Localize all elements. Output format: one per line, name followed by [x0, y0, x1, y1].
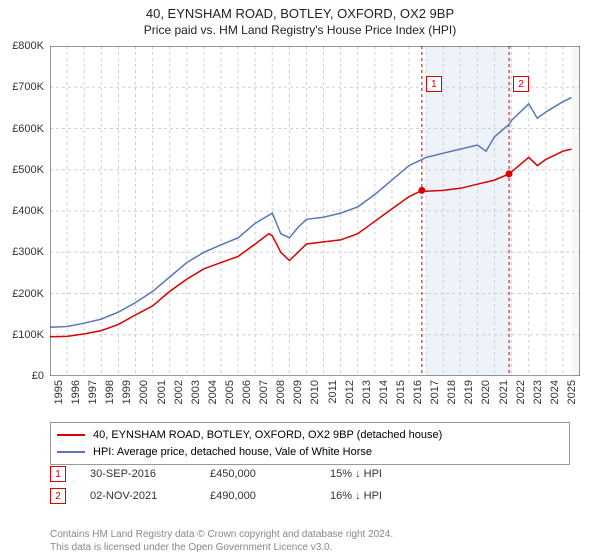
x-tick-label: 2011	[327, 380, 339, 420]
chart-marker-label: 1	[426, 76, 442, 92]
x-tick-label: 2009	[292, 380, 304, 420]
sale-marker-box: 1	[50, 466, 66, 482]
legend-row: 40, EYNSHAM ROAD, BOTLEY, OXFORD, OX2 9B…	[57, 427, 563, 444]
chart-marker-label: 2	[513, 76, 529, 92]
legend-swatch	[57, 451, 85, 453]
x-tick-label: 2012	[344, 380, 356, 420]
x-tick-label: 2004	[207, 380, 219, 420]
sale-price: £490,000	[210, 490, 330, 502]
legend-label: HPI: Average price, detached house, Vale…	[93, 444, 372, 461]
x-tick-label: 2010	[309, 380, 321, 420]
x-tick-label: 2002	[173, 380, 185, 420]
legend-swatch	[57, 434, 85, 436]
x-tick-label: 2001	[156, 380, 168, 420]
x-tick-label: 2007	[258, 380, 270, 420]
x-tick-label: 2006	[241, 380, 253, 420]
x-tick-label: 2025	[566, 380, 578, 420]
y-tick-label: £100K	[0, 329, 44, 341]
chart-container: 40, EYNSHAM ROAD, BOTLEY, OXFORD, OX2 9B…	[0, 0, 600, 560]
sale-row: 1 30-SEP-2016 £450,000 15% ↓ HPI	[50, 466, 570, 482]
y-tick-label: £200K	[0, 288, 44, 300]
y-tick-label: £0	[0, 370, 44, 382]
y-tick-label: £500K	[0, 164, 44, 176]
sale-delta: 16% ↓ HPI	[330, 490, 450, 502]
x-tick-label: 2003	[190, 380, 202, 420]
x-tick-label: 2017	[429, 380, 441, 420]
x-tick-label: 2015	[395, 380, 407, 420]
sale-row: 2 02-NOV-2021 £490,000 16% ↓ HPI	[50, 488, 570, 504]
x-tick-label: 2020	[480, 380, 492, 420]
x-tick-label: 2018	[446, 380, 458, 420]
chart-title: 40, EYNSHAM ROAD, BOTLEY, OXFORD, OX2 9B…	[0, 0, 600, 21]
x-tick-label: 2022	[515, 380, 527, 420]
x-tick-label: 1998	[104, 380, 116, 420]
chart-subtitle: Price paid vs. HM Land Registry's House …	[0, 21, 600, 41]
y-tick-label: £800K	[0, 40, 44, 52]
x-tick-label: 2000	[138, 380, 150, 420]
copyright-line: This data is licensed under the Open Gov…	[50, 541, 393, 554]
x-tick-label: 1997	[87, 380, 99, 420]
legend-row: HPI: Average price, detached house, Vale…	[57, 444, 563, 461]
sale-delta: 15% ↓ HPI	[330, 468, 450, 480]
x-tick-label: 2005	[224, 380, 236, 420]
sales-table: 1 30-SEP-2016 £450,000 15% ↓ HPI 2 02-NO…	[50, 466, 570, 510]
x-tick-label: 1996	[70, 380, 82, 420]
x-tick-label: 2016	[412, 380, 424, 420]
sale-date: 02-NOV-2021	[90, 490, 210, 502]
x-tick-label: 1995	[53, 380, 65, 420]
x-tick-label: 1999	[121, 380, 133, 420]
sale-price: £450,000	[210, 468, 330, 480]
sale-marker-box: 2	[50, 488, 66, 504]
copyright-line: Contains HM Land Registry data © Crown c…	[50, 528, 393, 541]
x-tick-label: 2023	[532, 380, 544, 420]
copyright: Contains HM Land Registry data © Crown c…	[50, 528, 393, 554]
y-tick-label: £400K	[0, 205, 44, 217]
x-tick-label: 2014	[378, 380, 390, 420]
chart-svg	[50, 46, 580, 376]
y-tick-label: £700K	[0, 81, 44, 93]
legend-label: 40, EYNSHAM ROAD, BOTLEY, OXFORD, OX2 9B…	[93, 427, 442, 444]
x-tick-label: 2019	[463, 380, 475, 420]
x-tick-label: 2008	[275, 380, 287, 420]
x-tick-label: 2013	[361, 380, 373, 420]
x-tick-label: 2021	[498, 380, 510, 420]
sale-date: 30-SEP-2016	[90, 468, 210, 480]
x-tick-label: 2024	[549, 380, 561, 420]
chart-plot-area	[50, 46, 580, 376]
y-tick-label: £600K	[0, 123, 44, 135]
legend-box: 40, EYNSHAM ROAD, BOTLEY, OXFORD, OX2 9B…	[50, 422, 570, 465]
y-tick-label: £300K	[0, 246, 44, 258]
